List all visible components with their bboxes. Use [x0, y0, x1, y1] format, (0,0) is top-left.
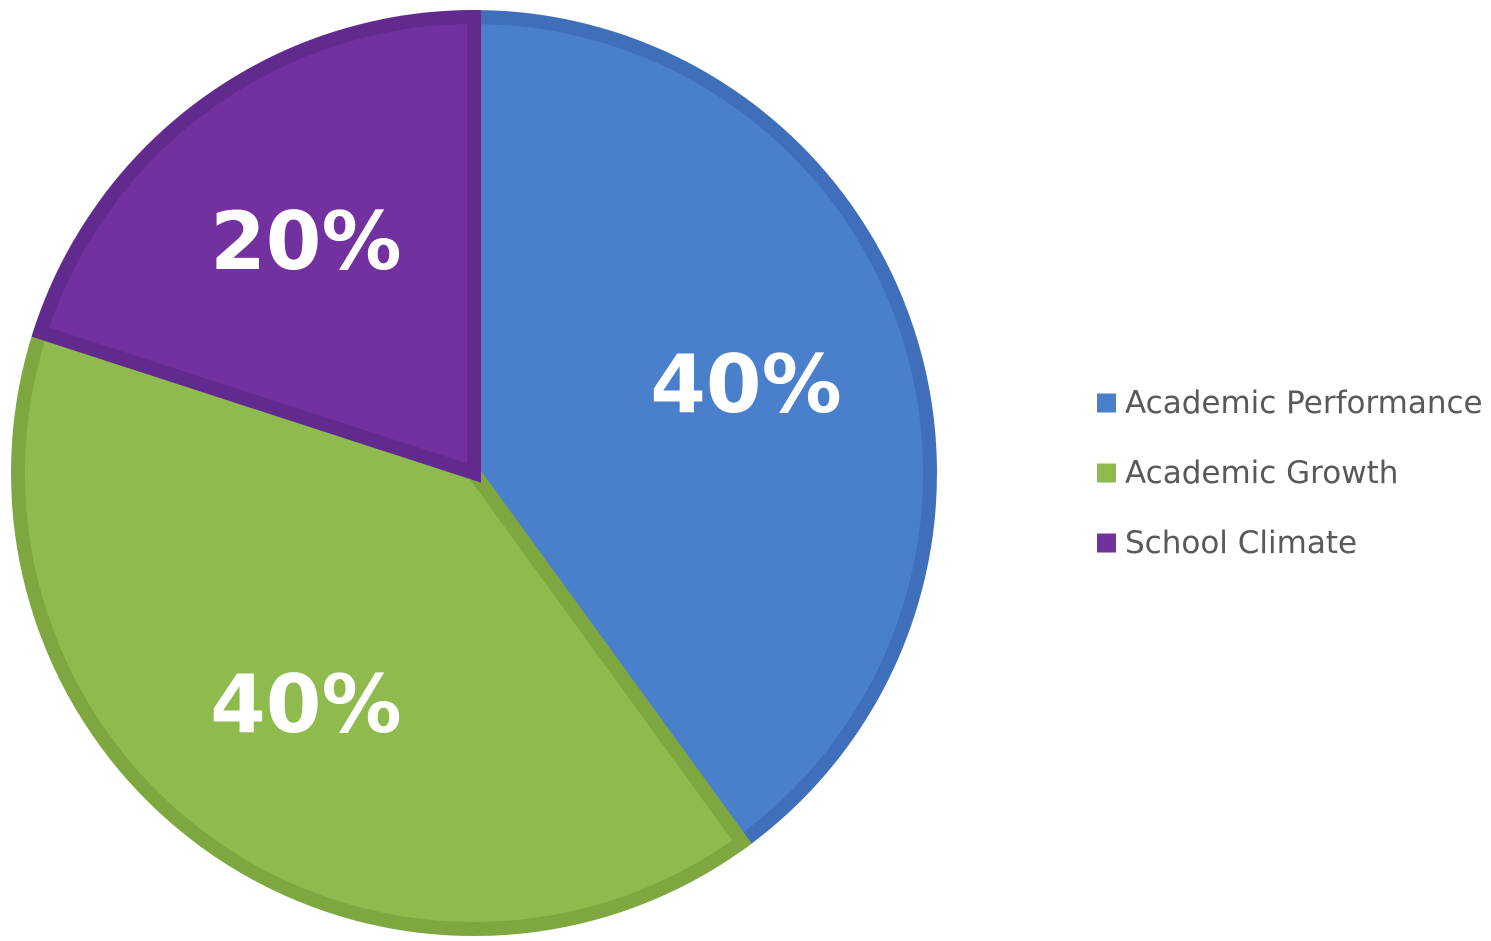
- legend-swatch-academic-growth: [1097, 463, 1116, 483]
- pie-slices: [11, 9, 937, 936]
- legend-item-academic-growth: Academic Growth: [1097, 455, 1398, 491]
- legend-item-school-climate: School Climate: [1097, 525, 1357, 561]
- legend-item-academic-performance: Academic Performance: [1097, 385, 1483, 421]
- legend-swatch-academic-performance: [1097, 393, 1116, 413]
- pie-slice-academic-performance: [467, 9, 937, 852]
- slice-label-school-climate: 20%: [210, 195, 401, 288]
- pie-slice-labels: 40% 40% 20%: [210, 195, 842, 751]
- legend-label-academic-growth: Academic Growth: [1125, 455, 1398, 491]
- legend-label-school-climate: School Climate: [1125, 525, 1357, 561]
- slice-label-academic-growth: 40%: [210, 658, 401, 751]
- legend-label-academic-performance: Academic Performance: [1125, 385, 1483, 421]
- slice-label-academic-performance: 40%: [650, 338, 841, 431]
- pie-slice-academic-growth: [11, 323, 752, 936]
- pie-slice-school-climate: [31, 9, 481, 483]
- legend-swatch-school-climate: [1097, 533, 1116, 553]
- legend: Academic Performance Academic Growth Schoo…: [1097, 385, 1483, 561]
